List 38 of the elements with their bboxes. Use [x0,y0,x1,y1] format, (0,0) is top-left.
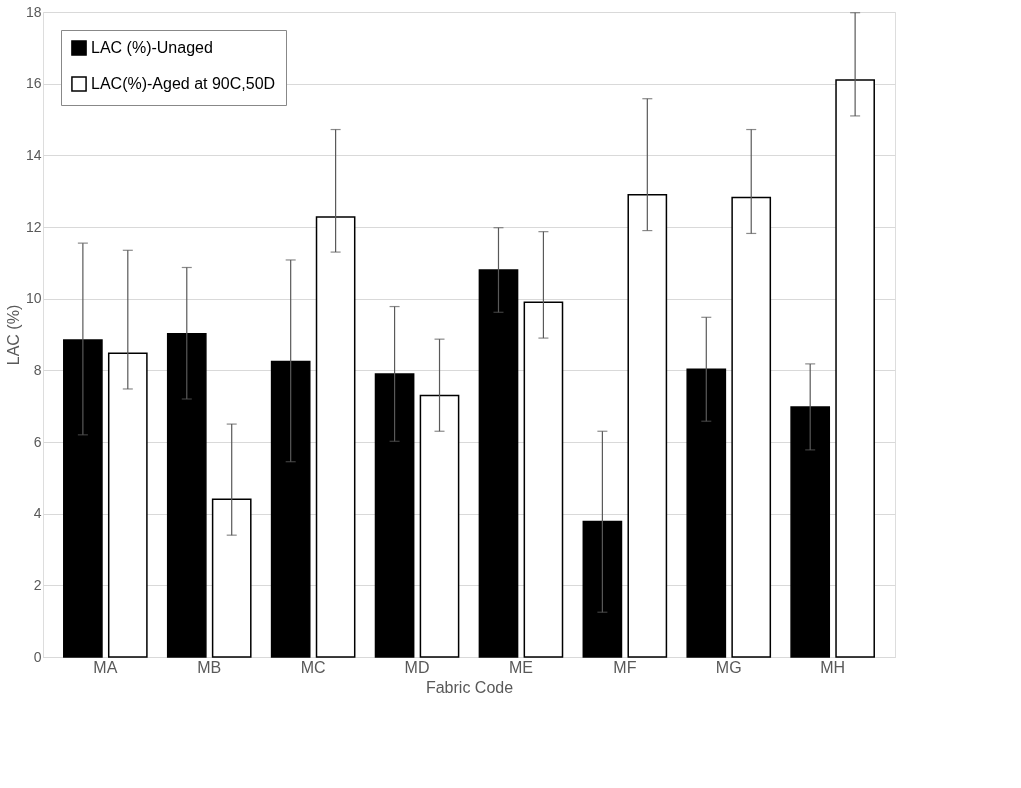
y-tick-label: 18 [25,3,42,20]
legend-label: LAC (%)-Unaged [91,39,213,56]
bar [686,368,727,658]
bar [627,194,668,658]
x-tick-label: MA [93,658,118,676]
bar [270,360,311,658]
y-tick-label: 4 [33,505,42,522]
y-tick-label: 10 [25,290,42,307]
bar [419,394,460,658]
x-tick-label: MH [820,658,846,676]
bar [107,352,148,658]
y-tick-label: 8 [33,361,42,378]
x-tick-label: MG [715,658,742,676]
bar [63,339,103,658]
bar [211,498,252,658]
bar [835,79,875,658]
x-tick-label: MC [300,658,326,676]
bar [790,406,831,658]
x-tick-label: MF [613,658,637,676]
x-tick-label: MD [404,658,430,676]
x-tick-label: MB [197,658,222,676]
bar [523,301,564,658]
x-axis-title: Fabric Code [425,678,514,696]
bar [478,269,519,658]
bar [731,196,772,658]
legend-label: LAC(%)-Aged at 90C,50D [91,75,276,92]
y-tick-label: 12 [25,218,42,235]
bar [166,333,207,658]
y-axis-title: LAC (%) [4,304,22,366]
y-tick-label: 2 [33,576,42,593]
y-tick-label: 6 [33,433,42,450]
x-tick-label: ME [508,658,533,676]
y-tick-label: 16 [25,75,42,92]
bar [374,373,415,658]
bar [315,216,356,658]
y-tick-label: 0 [33,648,42,665]
y-tick-label: 14 [25,146,42,163]
bar [582,520,623,658]
